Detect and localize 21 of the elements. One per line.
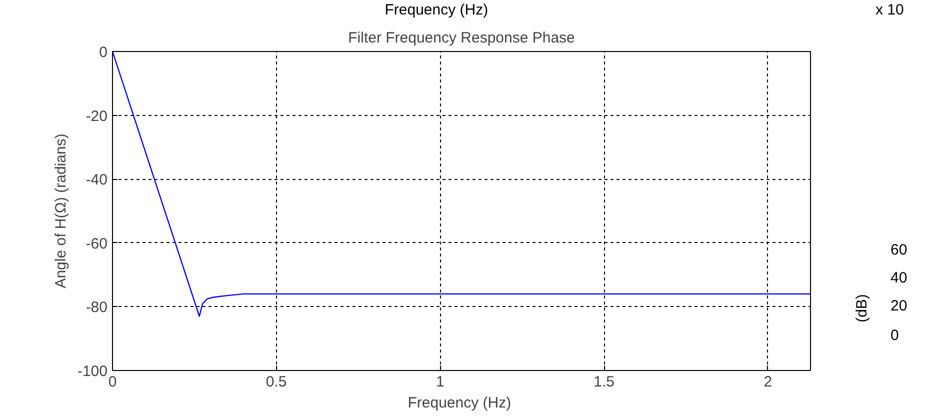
- line-series: [112, 52, 810, 317]
- text: x 10: [876, 2, 904, 18]
- text: (dB): [854, 294, 870, 322]
- y-tick-label: -80: [86, 299, 108, 316]
- x-tick-label: 2: [764, 374, 772, 390]
- y-tick-label: -100: [77, 363, 108, 380]
- text: 40: [890, 269, 908, 286]
- text: Frequency (Hz): [384, 2, 488, 18]
- y-tick-label: 0: [99, 44, 108, 61]
- y-tick-label: -60: [86, 235, 108, 252]
- chart-title: Filter Frequency Response Phase: [348, 30, 575, 46]
- x-tick-label: 1.5: [594, 374, 614, 390]
- text: 0: [890, 327, 899, 344]
- y-tick-label: -20: [86, 108, 108, 125]
- text: 20: [890, 297, 908, 314]
- y-axis-title: Angle of H(Ω) (radians): [52, 134, 70, 288]
- x-tick-label: 1: [436, 374, 444, 390]
- y-tick-label: -40: [86, 172, 108, 189]
- x-tick-label: 0.5: [266, 374, 287, 390]
- x-axis-title: Frequency (Hz): [408, 394, 512, 412]
- text: 60: [890, 241, 908, 258]
